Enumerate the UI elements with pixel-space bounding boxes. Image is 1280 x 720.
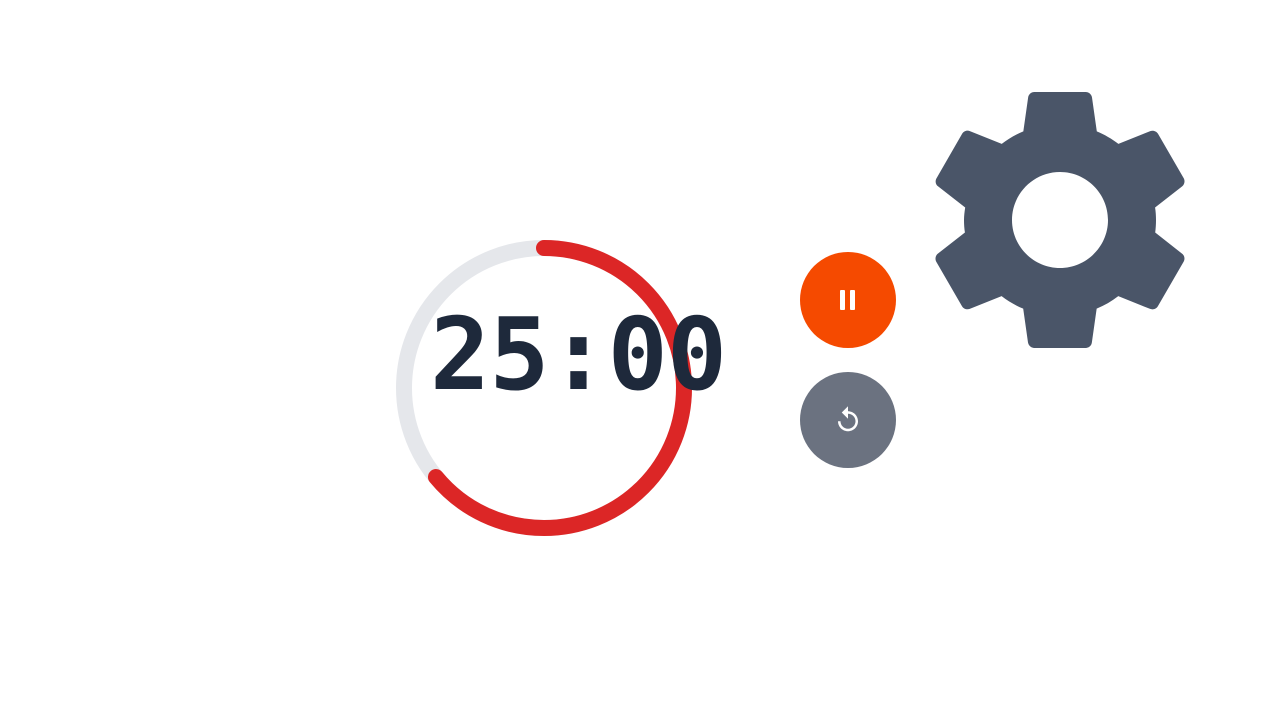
timer-display: 25:00 xyxy=(430,296,727,413)
ring-progress-arc xyxy=(396,240,692,536)
reset-icon xyxy=(833,405,863,435)
pause-icon xyxy=(838,288,858,312)
pause-button[interactable] xyxy=(800,252,896,348)
timer-progress-ring xyxy=(392,236,696,540)
gear-icon xyxy=(900,60,1220,380)
timer-progress-svg xyxy=(396,240,692,536)
reset-button[interactable] xyxy=(800,372,896,468)
settings-button[interactable] xyxy=(900,60,1220,380)
